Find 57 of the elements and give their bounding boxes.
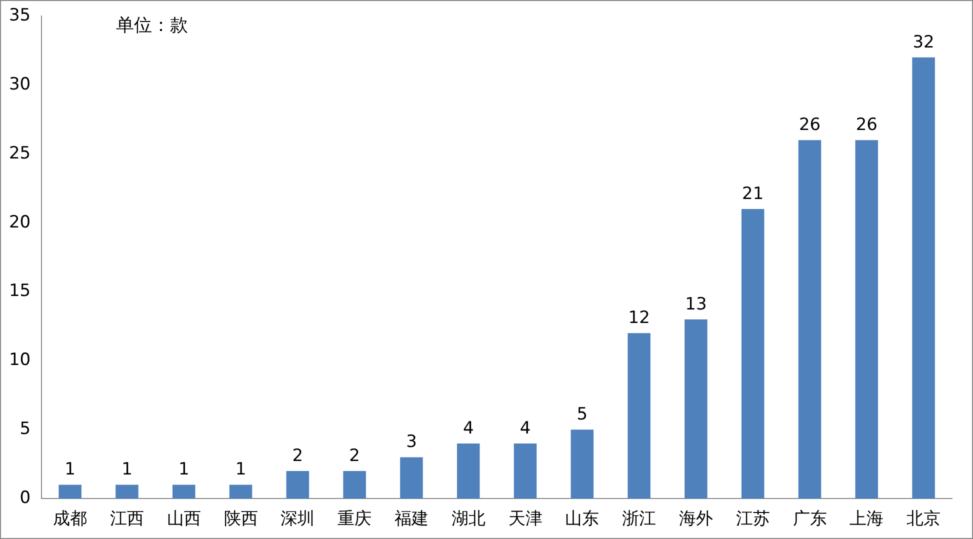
data-label: 26 bbox=[856, 115, 878, 136]
data-label: 1 bbox=[122, 460, 132, 480]
bar bbox=[58, 484, 82, 499]
data-label: 4 bbox=[520, 418, 531, 438]
x-tick-label: 江西 bbox=[110, 509, 144, 530]
x-tick-label: 重庆 bbox=[338, 509, 372, 530]
data-label: 2 bbox=[292, 446, 304, 466]
bar bbox=[456, 443, 480, 499]
x-tick-label: 浙江 bbox=[622, 509, 656, 530]
x-tick-label: 上海 bbox=[850, 509, 884, 530]
y-tick-label: 30 bbox=[8, 74, 31, 94]
y-tick-label: 15 bbox=[8, 281, 31, 302]
bar bbox=[172, 484, 196, 499]
x-tick-label: 山西 bbox=[166, 509, 201, 530]
y-tick-label: 35 bbox=[8, 5, 31, 26]
x-tick-label: 福建 bbox=[394, 509, 428, 530]
y-tick-label: 10 bbox=[8, 350, 31, 370]
x-tick-label: 成都 bbox=[53, 509, 88, 530]
bar bbox=[912, 57, 935, 499]
x-tick-label: 广东 bbox=[792, 509, 827, 530]
data-label: 3 bbox=[406, 432, 417, 452]
bar bbox=[229, 484, 252, 499]
bar bbox=[570, 430, 594, 499]
x-tick-label: 海外 bbox=[678, 509, 713, 530]
data-label: 1 bbox=[64, 460, 76, 480]
bar bbox=[798, 140, 822, 499]
bar bbox=[286, 471, 310, 499]
bar bbox=[116, 484, 138, 499]
data-label: 13 bbox=[685, 294, 707, 314]
annotation: 单位：款 bbox=[116, 14, 188, 37]
bar bbox=[855, 140, 878, 499]
data-label: 12 bbox=[628, 308, 650, 328]
bar bbox=[343, 471, 366, 499]
x-tick-label: 北京 bbox=[906, 509, 941, 530]
y-tick-label: 5 bbox=[20, 419, 31, 440]
data-label: 1 bbox=[235, 460, 246, 480]
data-label: 5 bbox=[576, 404, 588, 425]
x-tick-label: 陕西 bbox=[224, 509, 258, 530]
bar bbox=[684, 319, 708, 499]
bar bbox=[514, 443, 537, 499]
bar bbox=[628, 333, 650, 499]
bar bbox=[741, 209, 764, 499]
y-tick-label: 20 bbox=[8, 212, 31, 232]
x-tick-label: 天津 bbox=[508, 509, 542, 530]
data-label: 21 bbox=[742, 184, 764, 204]
data-label: 26 bbox=[798, 115, 821, 136]
bar bbox=[400, 457, 423, 499]
data-label: 32 bbox=[912, 32, 934, 52]
y-tick-label: 0 bbox=[20, 488, 31, 508]
x-tick-label: 湖北 bbox=[451, 509, 486, 530]
x-tick-label: 山东 bbox=[565, 509, 600, 530]
x-tick-label: 深圳 bbox=[280, 509, 315, 530]
x-tick-label: 江苏 bbox=[736, 509, 770, 530]
data-label: 1 bbox=[178, 460, 190, 480]
data-label: 2 bbox=[349, 446, 360, 466]
y-tick-label: 25 bbox=[8, 143, 31, 164]
data-label: 4 bbox=[462, 418, 474, 438]
